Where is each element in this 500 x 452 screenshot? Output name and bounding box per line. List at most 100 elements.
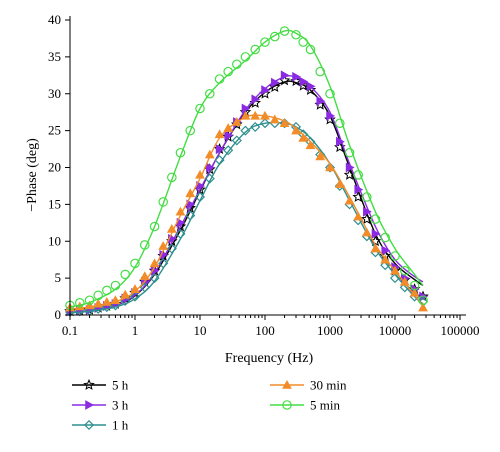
data-point-5-min xyxy=(380,232,391,243)
data-point-30-min xyxy=(139,271,150,281)
data-point-5-min xyxy=(223,66,233,77)
data-point-5-min xyxy=(139,240,150,250)
fit-line-5-min xyxy=(69,29,424,308)
data-point-3-h xyxy=(292,71,302,82)
data-point-3-h xyxy=(224,130,234,141)
data-point-5-min xyxy=(334,118,345,129)
series-5-h xyxy=(64,74,429,317)
data-point-5-min xyxy=(93,290,103,301)
data-point-5-min xyxy=(185,125,196,136)
data-point-5-min xyxy=(195,103,205,114)
data-point-1-h xyxy=(110,300,121,311)
legend-marker xyxy=(83,378,95,390)
y-axis-title: −Phase (deg) xyxy=(25,138,40,212)
data-point-1-h xyxy=(139,282,150,293)
legend: 5 h 3 h 1 h 30 min 5 min xyxy=(72,378,347,433)
data-point-5-h xyxy=(361,213,373,225)
data-point-30-min xyxy=(305,140,316,150)
data-point-5-min xyxy=(399,265,410,276)
data-point-30-min xyxy=(334,179,345,188)
data-point-5-min xyxy=(353,170,363,180)
data-point-3-h xyxy=(206,162,215,173)
data-point-3-h xyxy=(306,81,316,92)
data-point-30-min xyxy=(158,241,169,250)
y-tick-label: 20 xyxy=(48,160,61,175)
data-point-5-min xyxy=(418,295,428,306)
data-point-5-min xyxy=(232,59,242,70)
data-point-5-min xyxy=(240,52,251,62)
legend-marker xyxy=(282,379,292,389)
data-point-30-min xyxy=(250,110,261,120)
data-point-30-min xyxy=(231,116,242,126)
data-point-5-min xyxy=(260,37,270,47)
data-point-1-h xyxy=(166,243,177,254)
x-tick-label: 10000 xyxy=(379,323,412,338)
data-point-5-min xyxy=(409,280,420,291)
data-point-1-h xyxy=(324,162,336,173)
data-point-3-h xyxy=(271,77,280,88)
y-tick-label: 35 xyxy=(48,49,61,64)
y-tick-label: 30 xyxy=(48,86,61,101)
data-point-30-min xyxy=(185,188,196,198)
data-point-5-min xyxy=(344,147,355,158)
data-point-5-min xyxy=(204,88,215,99)
data-point-30-min xyxy=(101,296,112,306)
data-point-3-h xyxy=(280,70,290,81)
data-point-3-h xyxy=(354,184,364,195)
data-point-30-min xyxy=(315,151,326,161)
data-point-30-min xyxy=(93,298,104,308)
data-point-30-min xyxy=(418,302,428,312)
data-point-30-min xyxy=(291,125,301,135)
data-point-1-h xyxy=(223,145,234,156)
data-point-1-h xyxy=(175,228,186,239)
data-point-30-min xyxy=(195,169,205,179)
data-point-1-h xyxy=(214,155,225,166)
data-point-1-h xyxy=(259,118,271,129)
data-point-5-min xyxy=(305,44,316,55)
data-point-3-h xyxy=(371,228,381,239)
legend-marker xyxy=(83,419,95,431)
y-tick-label: 40 xyxy=(48,12,61,27)
data-point-30-min xyxy=(175,206,186,216)
data-point-1-h xyxy=(194,191,206,203)
axes: 0 5 10 15 20 25 30 35 40 0.1 1 10 100 1000 10000 100000 xyxy=(48,12,480,338)
data-point-30-min xyxy=(361,227,372,237)
x-axis-title: Frequency (Hz) xyxy=(225,351,314,366)
data-point-30-min xyxy=(223,123,234,132)
data-point-5-min xyxy=(84,295,95,306)
legend-label: 30 min xyxy=(310,378,347,393)
data-point-1-h xyxy=(389,273,401,284)
data-point-5-min xyxy=(102,285,112,296)
data-point-1-h xyxy=(231,135,242,146)
data-point-5-min xyxy=(74,298,85,308)
y-tick-label: 25 xyxy=(48,123,61,138)
series-3-h xyxy=(66,70,429,317)
data-point-30-min xyxy=(130,284,140,293)
data-point-5-min xyxy=(214,74,225,84)
data-point-30-min xyxy=(298,132,309,142)
y-tick-label: 15 xyxy=(48,196,61,211)
legend-label: 5 min xyxy=(310,398,340,413)
data-point-5-min xyxy=(390,251,400,261)
data-point-30-min xyxy=(344,195,355,205)
data-point-30-min xyxy=(204,149,215,159)
data-point-30-min xyxy=(279,118,290,128)
data-point-30-min xyxy=(399,276,410,286)
data-point-30-min xyxy=(353,211,364,221)
data-point-5-min xyxy=(250,44,261,55)
data-point-5-min xyxy=(110,280,121,291)
data-point-30-min xyxy=(214,129,225,139)
legend-label: 5 h xyxy=(112,378,129,393)
data-point-5-min xyxy=(362,192,372,202)
data-point-3-h xyxy=(215,144,225,154)
data-point-3-h xyxy=(336,136,345,147)
data-point-1-h xyxy=(204,173,215,184)
data-point-5-min xyxy=(325,88,335,99)
x-tick-label: 100 xyxy=(255,323,275,338)
data-point-3-h xyxy=(251,94,261,105)
data-point-3-h xyxy=(363,206,372,217)
series-5-min xyxy=(65,26,428,311)
data-point-5-min xyxy=(130,258,140,269)
data-point-30-min xyxy=(390,265,400,275)
data-point-30-min xyxy=(269,114,280,124)
